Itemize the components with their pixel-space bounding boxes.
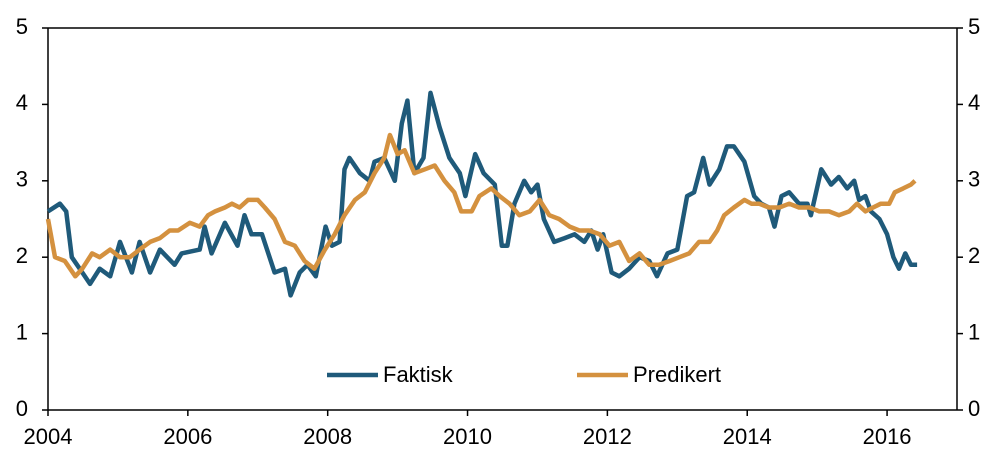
x-tick-label: 2006 [163, 424, 212, 449]
y-tick-label: 4 [16, 90, 28, 115]
legend-label: Faktisk [383, 362, 454, 387]
y2-tick-label: 3 [968, 167, 980, 192]
x-tick-label: 2016 [863, 424, 912, 449]
x-tick-label: 2004 [24, 424, 73, 449]
y-tick-label: 2 [16, 243, 28, 268]
y2-tick-label: 1 [968, 319, 980, 344]
y-tick-label: 1 [16, 319, 28, 344]
series-line [45, 132, 917, 279]
x-tick-label: 2010 [443, 424, 492, 449]
y2-tick-label: 5 [968, 14, 980, 39]
y2-tick-label: 2 [968, 243, 980, 268]
legend-label: Predikert [633, 362, 721, 387]
y-tick-label: 3 [16, 167, 28, 192]
x-tick-label: 2012 [583, 424, 632, 449]
y2-tick-label: 4 [968, 90, 980, 115]
x-tick-label: 2014 [723, 424, 772, 449]
y-tick-label: 5 [16, 14, 28, 39]
y-tick-label: 0 [16, 396, 28, 421]
y2-tick-label: 0 [968, 396, 980, 421]
series-line [46, 90, 918, 298]
x-tick-label: 2008 [303, 424, 352, 449]
